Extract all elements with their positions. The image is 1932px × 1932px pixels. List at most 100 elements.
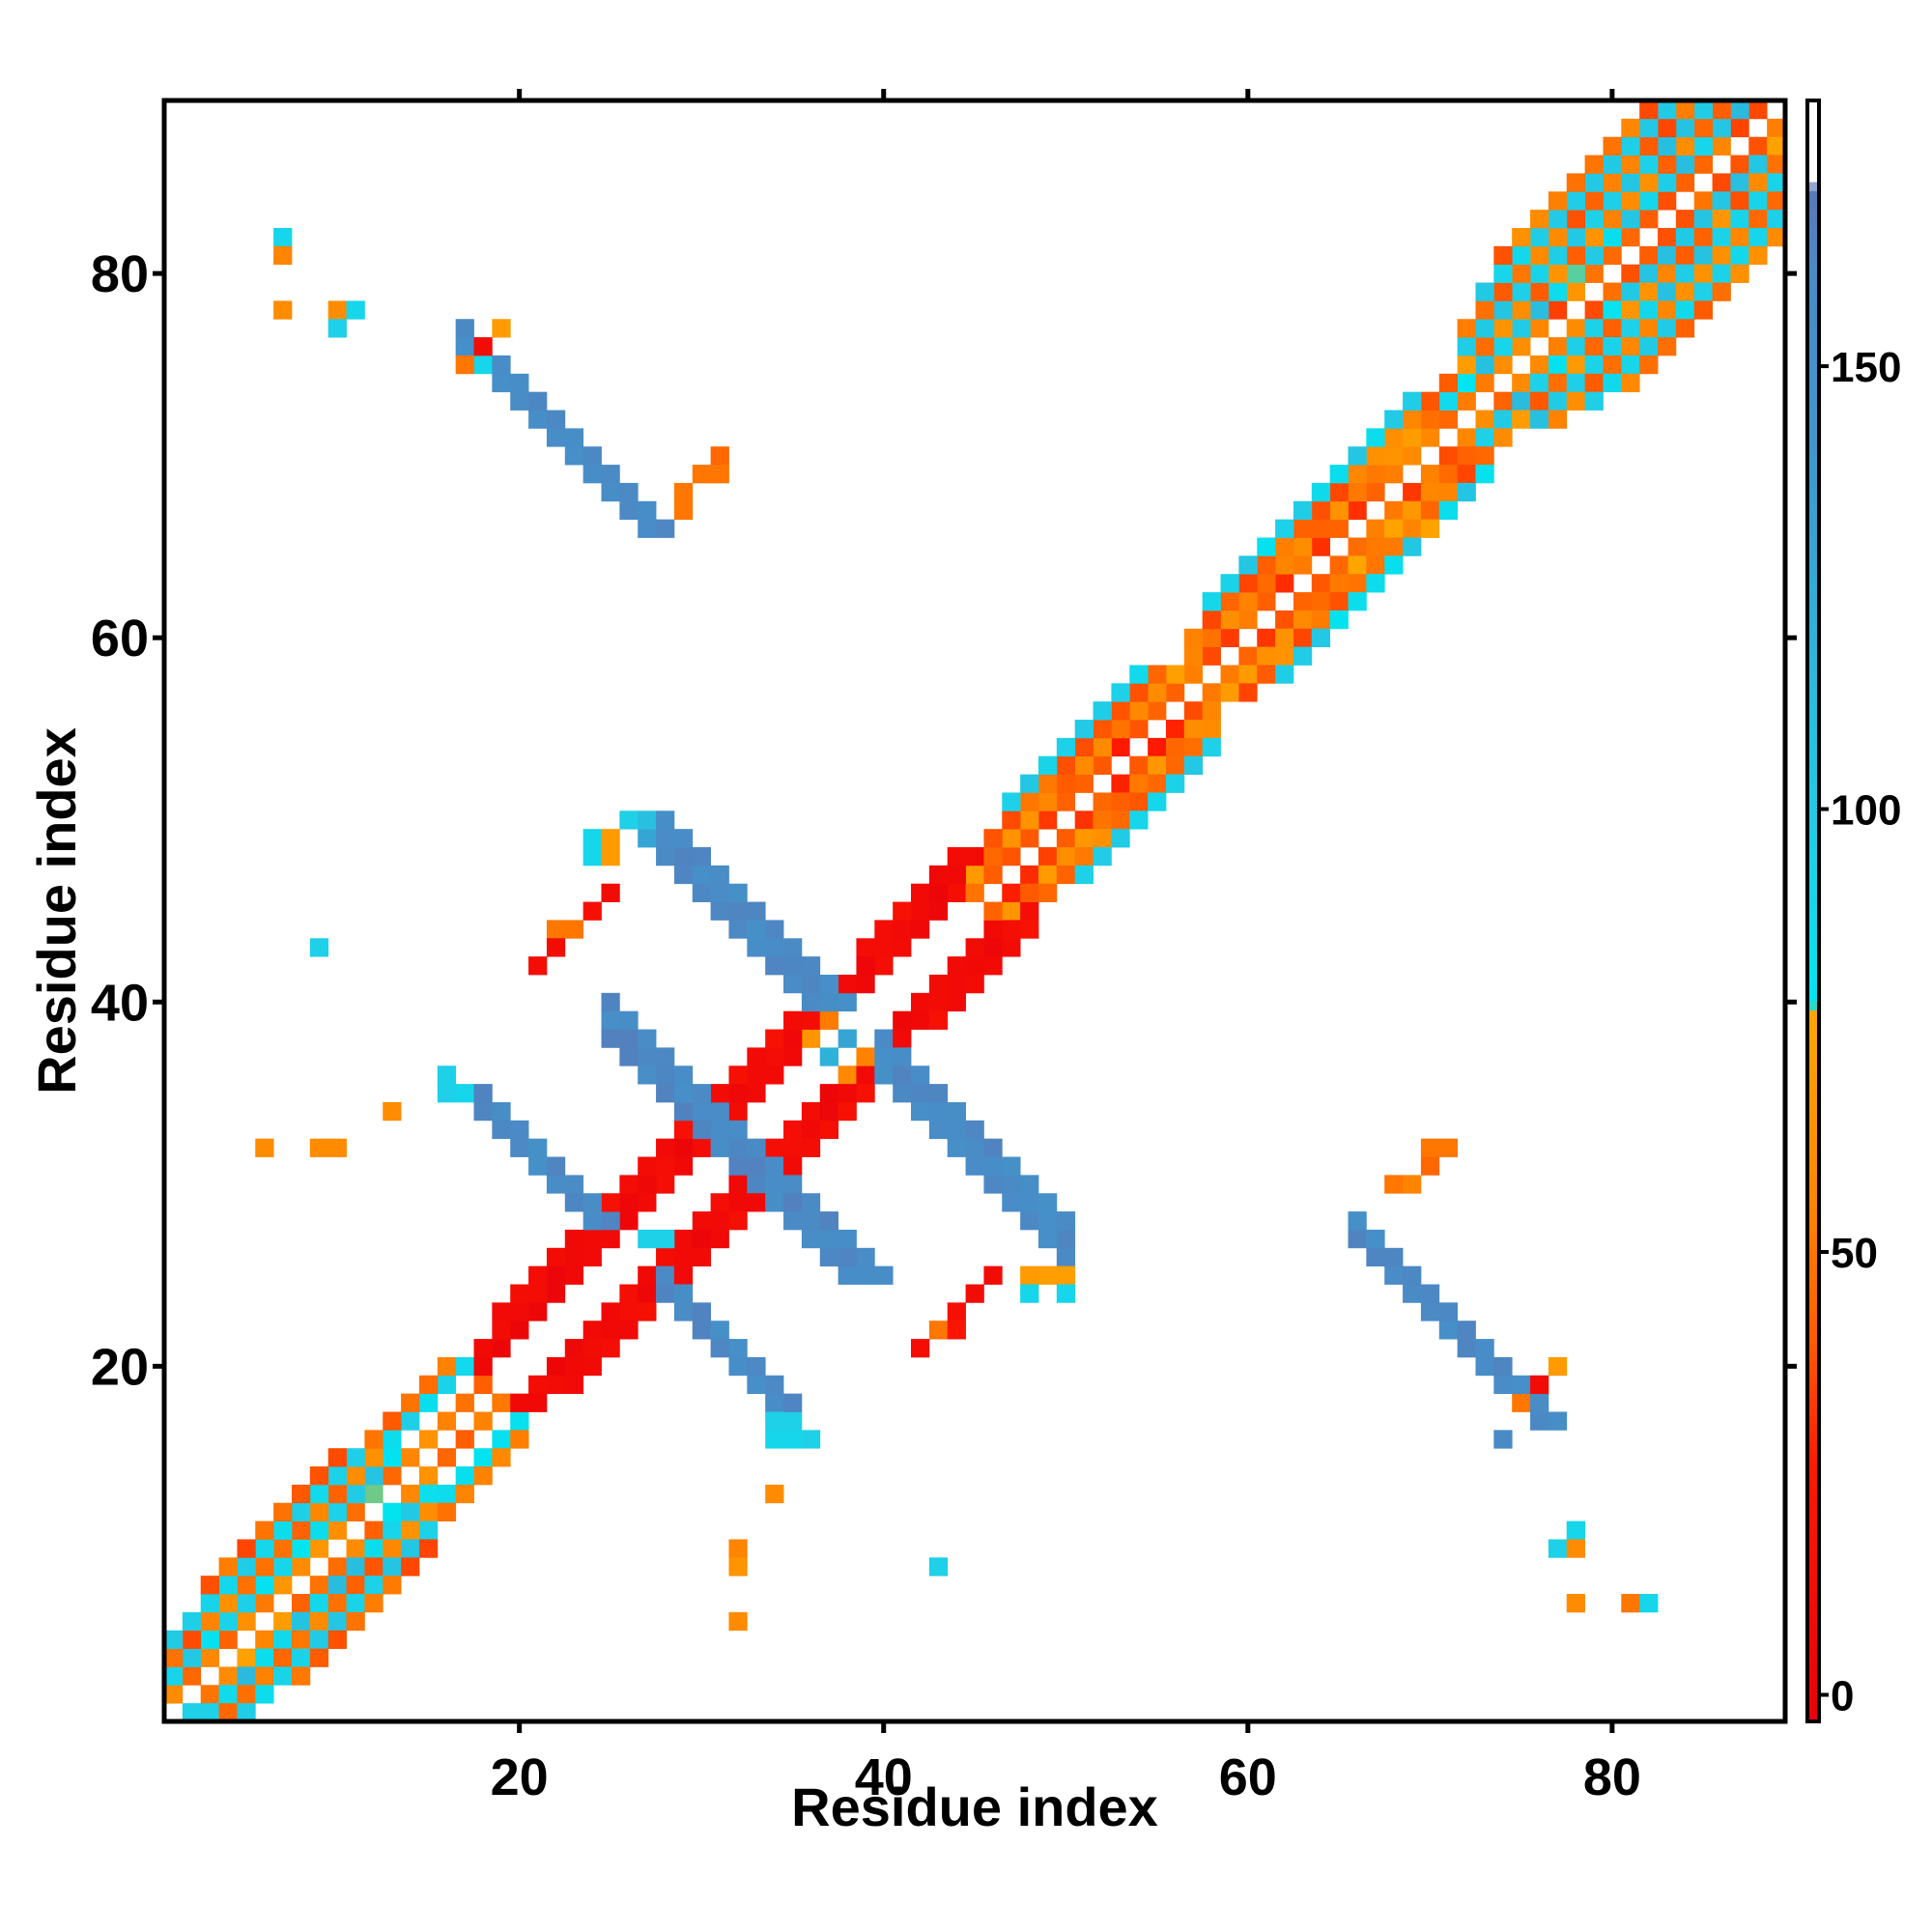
heatmap-cell	[309, 1484, 329, 1504]
heatmap-cell	[1730, 210, 1749, 229]
heatmap-cell	[656, 1247, 675, 1267]
colorbar-segment	[1807, 1532, 1819, 1543]
heatmap-cell	[1566, 264, 1585, 283]
heatmap-cell	[346, 1466, 365, 1486]
heatmap-cell	[418, 1466, 439, 1486]
heatmap-cell	[874, 956, 894, 976]
heatmap-cell	[1129, 755, 1149, 775]
colorbar-segment	[1807, 199, 1819, 210]
heatmap-cell	[983, 901, 1003, 921]
colorbar-segment	[1807, 649, 1819, 660]
heatmap-cells	[164, 100, 1786, 1722]
heatmap-cell	[965, 1156, 984, 1176]
heatmap-cell	[492, 1339, 511, 1358]
heatmap-cell	[437, 1065, 457, 1085]
x-tick-label: 60	[1219, 1748, 1277, 1806]
heatmap-cell	[893, 1010, 912, 1030]
heatmap-cell	[965, 865, 984, 885]
heatmap-cell	[455, 1466, 474, 1486]
heatmap-cell	[1093, 720, 1112, 739]
heatmap-cell	[1183, 628, 1204, 648]
heatmap-cell	[965, 1138, 984, 1157]
heatmap-cell	[601, 482, 620, 502]
heatmap-cell	[710, 1193, 729, 1212]
x-tick-label: 20	[491, 1748, 549, 1806]
heatmap-cell	[1403, 1265, 1422, 1285]
colorbar-segment	[1807, 1145, 1819, 1155]
heatmap-cell	[1584, 355, 1604, 375]
heatmap-cell	[819, 1211, 838, 1231]
heatmap-cell	[1002, 1156, 1021, 1176]
colorbar-segment	[1807, 181, 1819, 191]
heatmap-cell	[1311, 500, 1331, 521]
colorbar-segment	[1807, 937, 1819, 948]
heatmap-cell	[1257, 592, 1276, 611]
colorbar-segment	[1807, 208, 1819, 218]
heatmap-cell	[1621, 227, 1640, 247]
heatmap-cell	[418, 1520, 439, 1540]
heatmap-cell	[1348, 537, 1367, 556]
colorbar-segment	[1807, 326, 1819, 335]
heatmap-cell	[856, 1065, 875, 1085]
colorbar-segment	[1807, 1289, 1819, 1299]
heatmap-cell	[528, 1393, 548, 1412]
heatmap-cell	[1384, 465, 1404, 484]
colorbar-segment	[1807, 586, 1819, 597]
heatmap-cell	[291, 1502, 311, 1521]
heatmap-cell	[1621, 173, 1640, 192]
heatmap-cell	[1111, 737, 1130, 757]
heatmap-cell	[1748, 191, 1768, 211]
heatmap-cell	[1438, 446, 1459, 466]
heatmap-cell	[327, 1502, 347, 1521]
heatmap-cell	[673, 829, 694, 848]
plot-frame	[161, 98, 1788, 1724]
heatmap-cell	[765, 920, 784, 939]
heatmap-cell	[218, 1703, 238, 1722]
heatmap-cell	[309, 1539, 329, 1558]
heatmap-cell	[1420, 1284, 1440, 1303]
heatmap-cell	[182, 1630, 202, 1649]
heatmap-cell	[1639, 337, 1659, 356]
colorbar-segment	[1807, 1406, 1819, 1416]
heatmap-cell	[1293, 610, 1313, 630]
colorbar-segment	[1807, 668, 1819, 678]
colorbar-segment	[1807, 1514, 1819, 1524]
heatmap-cell	[383, 1448, 402, 1467]
heatmap-cell	[273, 1611, 293, 1632]
heatmap-cell	[1056, 1265, 1076, 1285]
colorbar-segment	[1807, 1099, 1819, 1110]
heatmap-cell	[1621, 355, 1640, 375]
heatmap-cell	[911, 883, 930, 902]
heatmap-cell	[492, 1448, 511, 1467]
heatmap-cell	[1220, 665, 1239, 684]
heatmap-cell	[218, 1576, 238, 1595]
heatmap-cell	[291, 1520, 311, 1540]
heatmap-cell	[838, 1084, 857, 1103]
heatmap-cell	[747, 901, 766, 921]
heatmap-cell	[401, 1411, 420, 1431]
heatmap-cell	[1748, 155, 1768, 174]
heatmap-cell	[1148, 665, 1167, 684]
heatmap-cell	[1093, 755, 1112, 775]
heatmap-cell	[1603, 319, 1622, 338]
heatmap-cell	[1056, 774, 1076, 793]
colorbar-segment	[1807, 1586, 1819, 1597]
heatmap-cell	[1238, 555, 1258, 575]
heatmap-cell	[893, 920, 912, 939]
heatmap-cell	[401, 1484, 420, 1504]
heatmap-cell	[928, 865, 949, 885]
heatmap-cell	[528, 1265, 548, 1285]
heatmap-cell	[783, 1411, 803, 1431]
heatmap-cell	[291, 1611, 311, 1632]
heatmap-cell	[564, 1265, 584, 1285]
heatmap-cell	[1311, 519, 1331, 538]
heatmap-cell	[1348, 465, 1367, 484]
heatmap-cell	[619, 1193, 639, 1212]
heatmap-cell	[1056, 737, 1076, 757]
heatmap-cell	[1183, 720, 1204, 739]
colorbar-segment	[1807, 1415, 1819, 1425]
heatmap-cell	[747, 1193, 766, 1212]
heatmap-cell	[418, 1393, 439, 1412]
colorbar-segment	[1807, 1549, 1819, 1560]
colorbar-segment	[1807, 1676, 1819, 1687]
